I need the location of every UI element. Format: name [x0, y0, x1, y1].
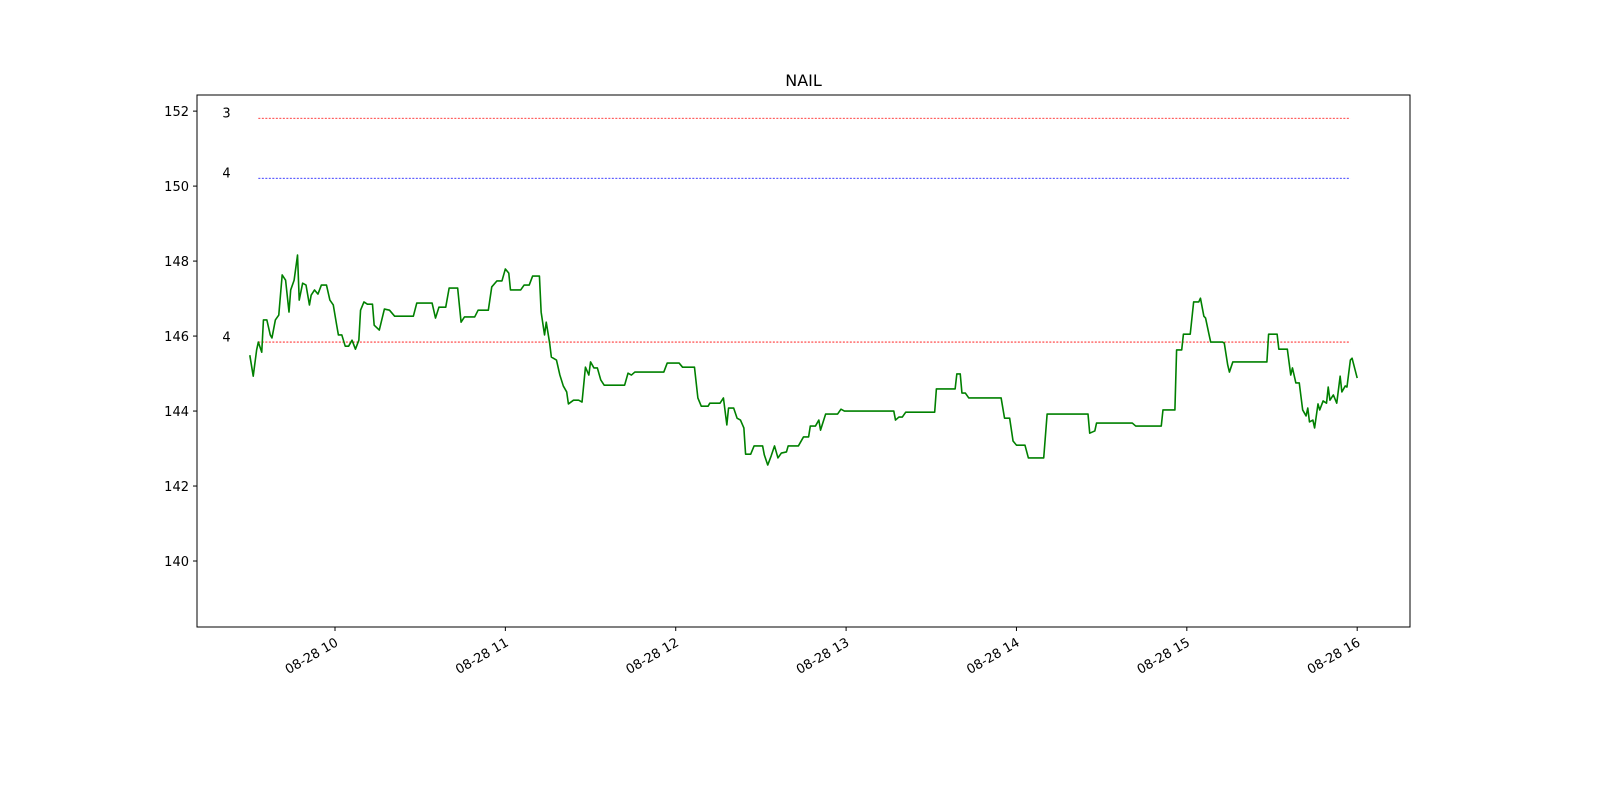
plot-frame	[196, 94, 1411, 628]
y-tick-label: 152	[164, 105, 189, 120]
chart-title: NAIL	[785, 71, 822, 90]
y-tick-label: 144	[164, 405, 189, 420]
reference-label: 3	[222, 107, 230, 122]
y-tick-label: 148	[164, 255, 189, 270]
y-tick-label: 146	[164, 330, 189, 345]
y-tick-label: 140	[164, 555, 189, 570]
reference-label: 4	[222, 331, 230, 346]
y-tick-label: 142	[164, 480, 189, 495]
y-tick-label: 150	[164, 180, 189, 195]
price-line	[249, 254, 1358, 466]
reference-label: 4	[222, 167, 230, 182]
